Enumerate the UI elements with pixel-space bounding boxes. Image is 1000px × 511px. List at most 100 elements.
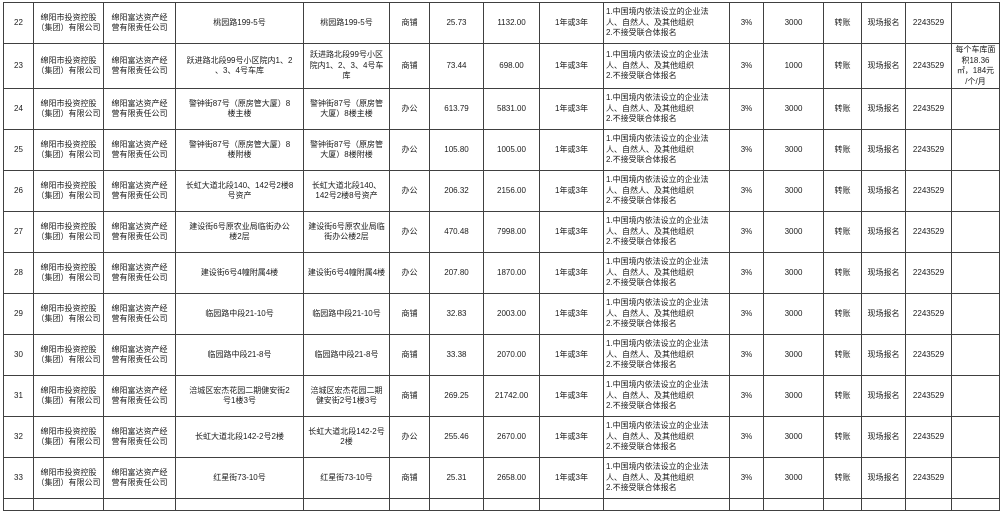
asset-name-cell: 警钟街87号（原房管 大厦）8楼附楼 [303,129,390,171]
payment-method-cell: 转账 [823,43,862,89]
lease-term-cell: 1年或3年 [539,129,604,171]
row-number-cell: 28 [3,252,34,294]
table-row: 22 绵阳市投资控股 （集团）有限公司 绵阳富达资产经 营有限责任公司 桃园路1… [3,2,1000,44]
bidder-qualification-cell: 1.中国境内依法设立的企业法 人、自然人、及其他组织 2.不接受联合体报名 [603,129,730,171]
payment-method-cell: 转账 [823,129,862,171]
row-number-cell: 29 [3,293,34,335]
registration-method-cell: 现场报名 [861,416,906,458]
rate-cell [729,498,764,511]
area-cell: 25.31 [429,457,484,499]
asset-name-cell: 临园路中段21-10号 [303,293,390,335]
remark-cell: 每个车库面 积18.36 ㎡，184元 /个/月 [951,43,1000,89]
remark-cell [951,375,1000,417]
table-row: 32 绵阳市投资控股 （集团）有限公司 绵阳富达资产经 营有限责任公司 长虹大道… [3,416,1000,458]
operating-company-cell: 绵阳富达资产经 营有限责任公司 [103,43,176,89]
asset-type-cell: 商铺 [389,43,430,89]
area-cell: 207.80 [429,252,484,294]
bidder-qualification-cell: 1.中国境内依法设立的企业法 人、自然人、及其他组织 2.不接受联合体报名 [603,2,730,44]
asset-type-cell: 商铺 [389,293,430,335]
rate-cell: 3% [729,211,764,253]
contact-phone-cell: 2243529 [905,211,952,253]
payment-method-cell: 转账 [823,293,862,335]
rate-cell: 3% [729,457,764,499]
contact-phone-cell: 2243529 [905,129,952,171]
remark-cell [951,129,1000,171]
row-number-cell: 32 [3,416,34,458]
rate-cell: 3% [729,252,764,294]
lease-term-cell: 1年或3年 [539,211,604,253]
contact-phone-cell: 2243529 [905,416,952,458]
asset-location-cell: 跃进路北段99号小区院内1、2 、3、4号车库 [175,43,304,89]
operating-company-cell: 绵阳富达资产经 营有限责任公司 [103,375,176,417]
payment-method-cell: 转账 [823,170,862,212]
table-row: 28 绵阳市投资控股 （集团）有限公司 绵阳富达资产经 营有限责任公司 建设街6… [3,252,1000,294]
bidder-qualification-cell [603,498,730,511]
asset-type-cell: 商铺 [389,2,430,44]
owner-company-cell: 绵阳市投资控股 （集团）有限公司 [33,211,104,253]
contact-phone-cell: 2243529 [905,457,952,499]
deposit-cell: 3000 [763,293,824,335]
bidder-qualification-cell: 1.中国境内依法设立的企业法 人、自然人、及其他组织 2.不接受联合体报名 [603,170,730,212]
owner-company-cell: 绵阳市投资控股 （集团）有限公司 [33,375,104,417]
area-cell: 105.80 [429,129,484,171]
owner-company-cell [33,498,104,511]
area-cell: 32.83 [429,293,484,335]
lease-term-cell: 1年或3年 [539,88,604,130]
contact-phone-cell: 2243529 [905,2,952,44]
lease-term-cell: 1年或3年 [539,457,604,499]
contact-phone-cell: 2243529 [905,43,952,89]
owner-company-cell: 绵阳市投资控股 （集团）有限公司 [33,334,104,376]
asset-name-cell: 跃进路北段99号小区 院内1、2、3、4号车 库 [303,43,390,89]
table-row: 23 绵阳市投资控股 （集团）有限公司 绵阳富达资产经 营有限责任公司 跃进路北… [3,43,1000,89]
listing-price-cell [483,498,540,511]
lease-term-cell: 1年或3年 [539,416,604,458]
remark-cell [951,293,1000,335]
remark-cell [951,252,1000,294]
bidder-qualification-cell: 1.中国境内依法设立的企业法 人、自然人、及其他组织 2.不接受联合体报名 [603,293,730,335]
asset-location-cell [175,498,304,511]
rate-cell: 3% [729,129,764,171]
row-number-cell: 26 [3,170,34,212]
registration-method-cell: 现场报名 [861,457,906,499]
owner-company-cell: 绵阳市投资控股 （集团）有限公司 [33,252,104,294]
bidder-qualification-cell: 1.中国境内依法设立的企业法 人、自然人、及其他组织 2.不接受联合体报名 [603,416,730,458]
rate-cell: 3% [729,43,764,89]
listing-price-cell: 2156.00 [483,170,540,212]
contact-phone-cell: 2243529 [905,375,952,417]
bidder-qualification-cell: 1.中国境内依法设立的企业法 人、自然人、及其他组织 2.不接受联合体报名 [603,375,730,417]
payment-method-cell: 转账 [823,252,862,294]
registration-method-cell: 现场报名 [861,129,906,171]
registration-method-cell: 现场报名 [861,375,906,417]
operating-company-cell: 绵阳富达资产经 营有限责任公司 [103,129,176,171]
deposit-cell [763,498,824,511]
row-number-cell: 22 [3,2,34,44]
remark-cell [951,170,1000,212]
owner-company-cell: 绵阳市投资控股 （集团）有限公司 [33,170,104,212]
operating-company-cell: 绵阳富达资产经 营有限责任公司 [103,293,176,335]
registration-method-cell: 现场报名 [861,2,906,44]
remark-cell [951,211,1000,253]
row-number-cell: 27 [3,211,34,253]
deposit-cell: 3000 [763,252,824,294]
registration-method-cell: 现场报名 [861,211,906,253]
listing-price-cell: 2003.00 [483,293,540,335]
row-number-cell: 23 [3,43,34,89]
listing-price-cell: 2070.00 [483,334,540,376]
operating-company-cell: 绵阳富达资产经 营有限责任公司 [103,457,176,499]
registration-method-cell: 现场报名 [861,88,906,130]
asset-type-cell: 办公 [389,211,430,253]
payment-method-cell: 转账 [823,416,862,458]
remark-cell [951,498,1000,511]
listing-price-cell: 2670.00 [483,416,540,458]
listing-price-cell: 5831.00 [483,88,540,130]
lease-term-cell: 1年或3年 [539,375,604,417]
table-row: 31 绵阳市投资控股 （集团）有限公司 绵阳富达资产经 营有限责任公司 涪城区宏… [3,375,1000,417]
operating-company-cell: 绵阳富达资产经 营有限责任公司 [103,252,176,294]
registration-method-cell: 现场报名 [861,43,906,89]
row-number-cell: 24 [3,88,34,130]
asset-location-cell: 长虹大道北段140、142号2楼8 号资产 [175,170,304,212]
registration-method-cell: 现场报名 [861,252,906,294]
owner-company-cell: 绵阳市投资控股 （集团）有限公司 [33,129,104,171]
deposit-cell: 3000 [763,2,824,44]
asset-location-cell: 临园路中段21-8号 [175,334,304,376]
